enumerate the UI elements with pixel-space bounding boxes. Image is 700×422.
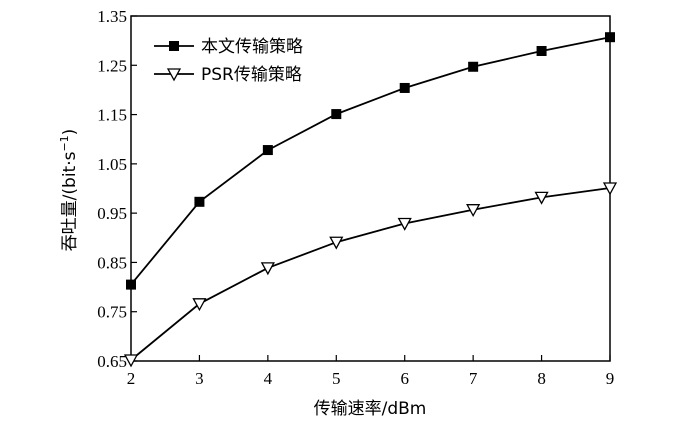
y-tick-label: 0.95 [97, 204, 127, 223]
y-tick-label: 0.85 [97, 253, 127, 272]
series-1-line [130, 187, 611, 361]
legend-label-1: PSR传输策略 [201, 65, 302, 85]
series-0-point [536, 45, 547, 56]
series-0-point [468, 61, 479, 72]
series-0-point [262, 145, 273, 156]
series-0-point [194, 196, 205, 207]
legend: 本文传输策略 PSR传输策略 [154, 37, 303, 85]
x-tick-label: 3 [195, 369, 204, 388]
y-axis-title-main: 吞吐量/(bit·s [60, 151, 80, 251]
x-tick-label: 6 [400, 369, 409, 388]
y-tick-label: 1.15 [97, 106, 127, 125]
y-tick-label: 1.35 [97, 7, 127, 26]
x-axis-title: 传输速率/dBm [314, 399, 427, 419]
y-tick-label: 0.65 [97, 352, 127, 371]
legend-marker-triangle [166, 68, 182, 82]
x-tick-label: 9 [606, 369, 615, 388]
series-1-point [260, 262, 275, 276]
series-1-point [534, 191, 549, 205]
x-tick-label: 2 [127, 369, 136, 388]
x-tick-label: 8 [537, 369, 546, 388]
series-0-point [399, 82, 410, 93]
x-tick-label: 5 [332, 369, 341, 388]
series-1-point [192, 298, 207, 312]
y-tick-label: 0.75 [97, 303, 127, 322]
y-axis-title-superscript: −1 [58, 135, 71, 151]
y-axis-title: 吞吐量/(bit·s−1) [58, 129, 80, 252]
series-1-point [397, 217, 412, 231]
series-1-point [602, 182, 618, 196]
y-axis-title-end: ) [60, 129, 80, 136]
series-0-point [331, 109, 342, 120]
legend-marker-square [169, 41, 179, 51]
series-0-point [126, 279, 136, 290]
y-tick-label: 1.05 [97, 155, 127, 174]
axis-ticks: 2 3 4 5 6 7 8 9 0.65 0.75 0.85 0.95 1.05 1.15 1.25 1.35 [97, 7, 614, 388]
x-tick-label: 7 [469, 369, 478, 388]
series-1-point [466, 204, 481, 218]
series-0-point [605, 32, 615, 43]
y-tick-label: 1.25 [97, 56, 127, 75]
series-layer [123, 32, 618, 368]
series-0-line [130, 36, 611, 286]
x-tick-label: 4 [264, 369, 273, 388]
series-1-point [329, 236, 344, 250]
legend-label-0: 本文传输策略 [201, 37, 303, 57]
series-1-point [123, 354, 139, 368]
